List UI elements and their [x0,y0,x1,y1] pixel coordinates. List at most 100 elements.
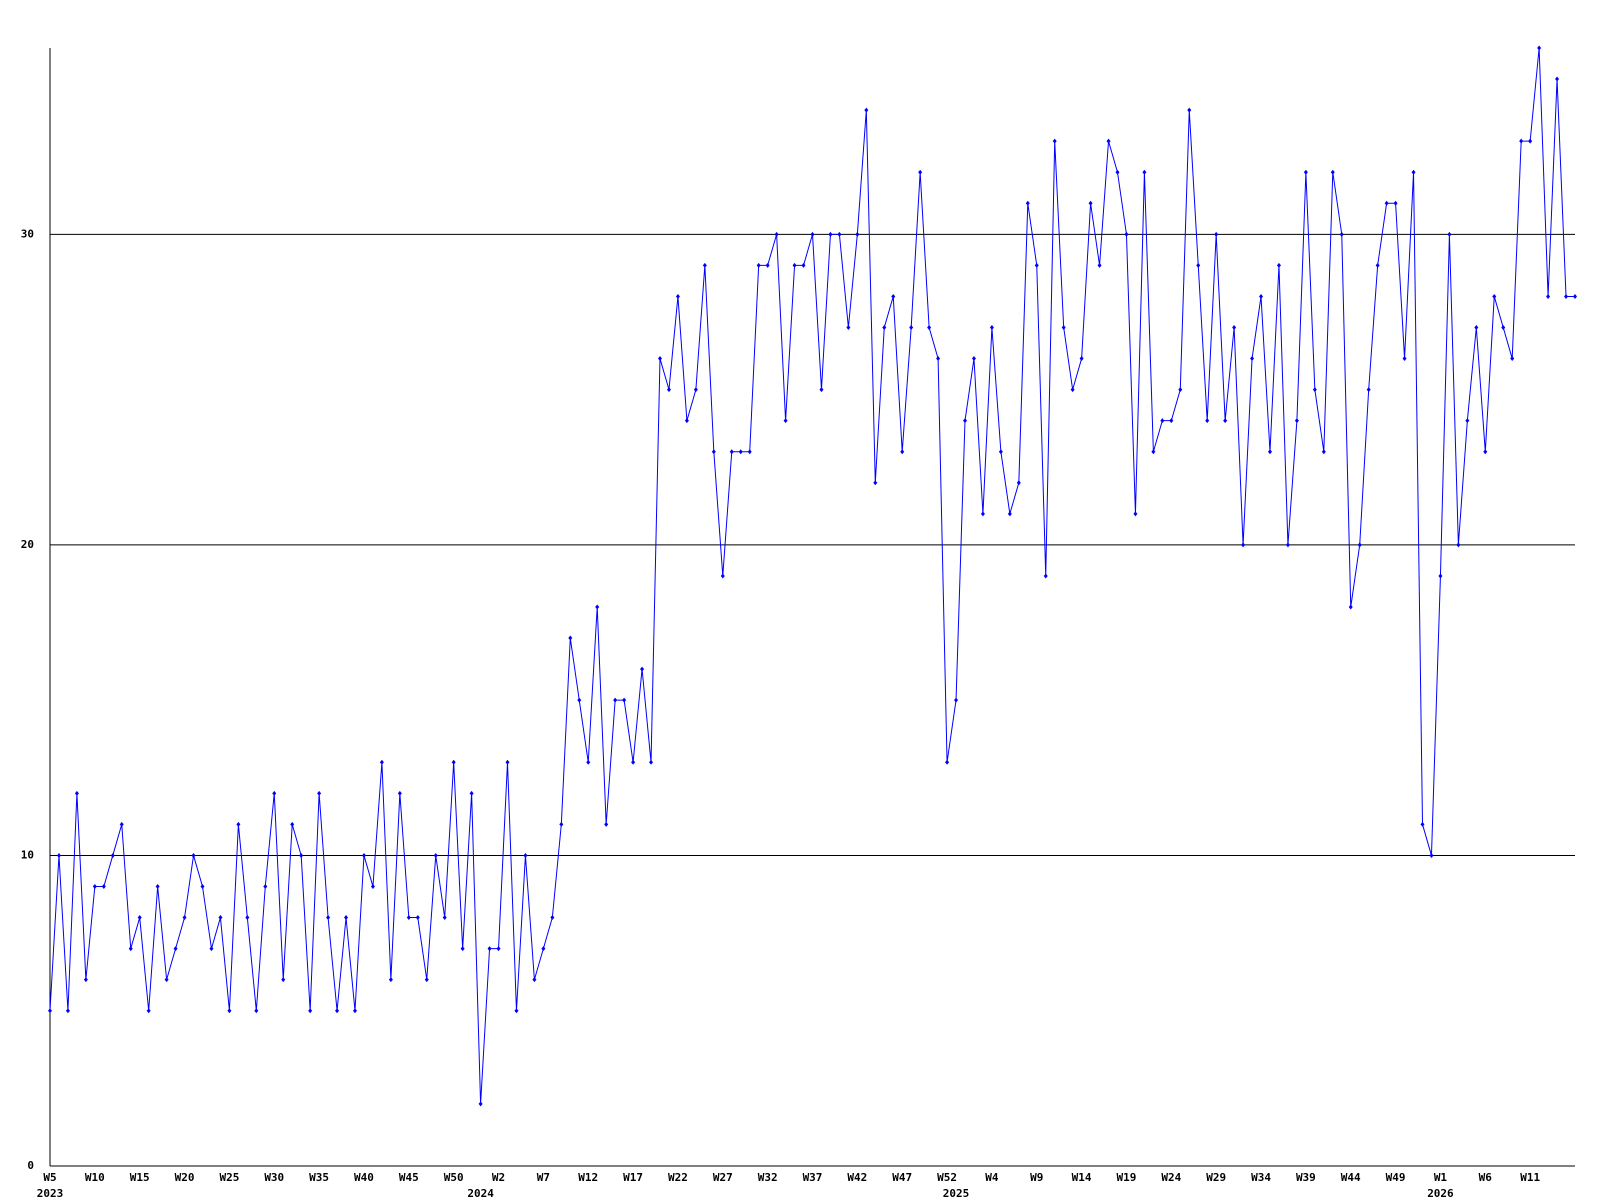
data-point [1519,138,1524,144]
data-point [1088,200,1093,206]
data-point [272,790,277,796]
data-point [254,1008,259,1014]
data-point [666,387,671,393]
data-point [1357,542,1362,548]
data-point [1546,293,1551,299]
data-point [1348,604,1353,610]
data-point [882,325,887,330]
x-tick-label: W7 [537,1171,550,1184]
data-point [595,604,600,610]
data-point [1501,325,1506,330]
data-point [478,1101,483,1107]
data-point [1393,200,1398,206]
data-point [523,852,528,858]
data-point [290,821,295,827]
data-point [1259,293,1264,299]
data-line [49,47,1575,1104]
x-tick-label: W12 [578,1171,598,1184]
data-point [873,480,878,486]
data-point [1124,231,1129,237]
data-point [1250,356,1255,362]
data-point [191,852,196,858]
data-point [1016,480,1021,486]
data-point [326,915,331,921]
data-point [1384,200,1389,206]
data-point [1330,169,1335,175]
x-tick-label: W15 [130,1171,150,1184]
data-point [1187,107,1192,113]
x-tick-label: W35 [309,1171,329,1184]
data-point [936,356,941,362]
data-point [693,387,698,393]
data-point [1438,573,1443,579]
data-point [487,946,492,952]
data-point [613,697,618,703]
data-point [1268,449,1272,455]
data-point [344,915,349,921]
data-point [909,325,914,330]
data-point [1285,542,1290,548]
data-point [119,821,124,827]
data-point [756,262,761,268]
data-point [496,946,501,952]
data-point [1070,387,1075,393]
data-point [236,821,241,827]
data-point [1232,325,1237,330]
data-point [640,666,645,672]
data-point [1411,169,1416,175]
data-point [649,759,654,765]
data-point [1169,418,1174,424]
data-point [433,852,438,858]
data-point [1366,387,1371,393]
data-point [980,511,985,517]
x-tick-label: W50 [444,1171,464,1184]
data-point [1223,418,1228,424]
data-point [568,635,573,641]
y-tick-label: 10 [21,848,34,861]
data-point [281,977,286,983]
x-tick-label: W11 [1520,1171,1540,1184]
data-point [1106,138,1111,144]
x-tick-label: W52 [937,1171,957,1184]
data-point [1555,76,1560,82]
data-point [989,325,994,330]
data-point [182,915,187,921]
data-point [1196,262,1201,268]
data-point [1465,418,1470,424]
data-point [1034,262,1039,268]
x-tick-label: W1 [1434,1171,1448,1184]
data-point [810,231,815,237]
x-year-label: 2026 [1427,1187,1454,1200]
data-point [200,884,205,889]
x-tick-label: W6 [1479,1171,1493,1184]
data-point [74,790,79,796]
data-point [317,790,322,796]
data-point [1007,511,1012,517]
x-tick-label: W22 [668,1171,688,1184]
data-point [1528,138,1533,144]
data-point [370,884,375,889]
data-point [577,697,582,703]
data-point [1052,138,1057,144]
x-tick-label: W2 [492,1171,505,1184]
data-point [963,418,967,424]
x-tick-label: W25 [219,1171,239,1184]
data-point [101,884,106,889]
data-point [299,852,304,858]
data-point [164,977,169,983]
data-point [1303,169,1308,175]
data-point [1097,262,1102,268]
x-year-label: 2023 [37,1187,64,1200]
data-point [1474,325,1479,330]
data-point [846,325,851,330]
data-point [1142,169,1147,175]
data-point [1573,293,1577,299]
data-point [738,449,743,455]
data-point [505,759,510,765]
data-point [424,977,429,983]
data-point [335,1008,340,1014]
x-tick-label: W39 [1296,1171,1316,1184]
data-point [1537,45,1542,51]
data-point [1160,418,1165,424]
